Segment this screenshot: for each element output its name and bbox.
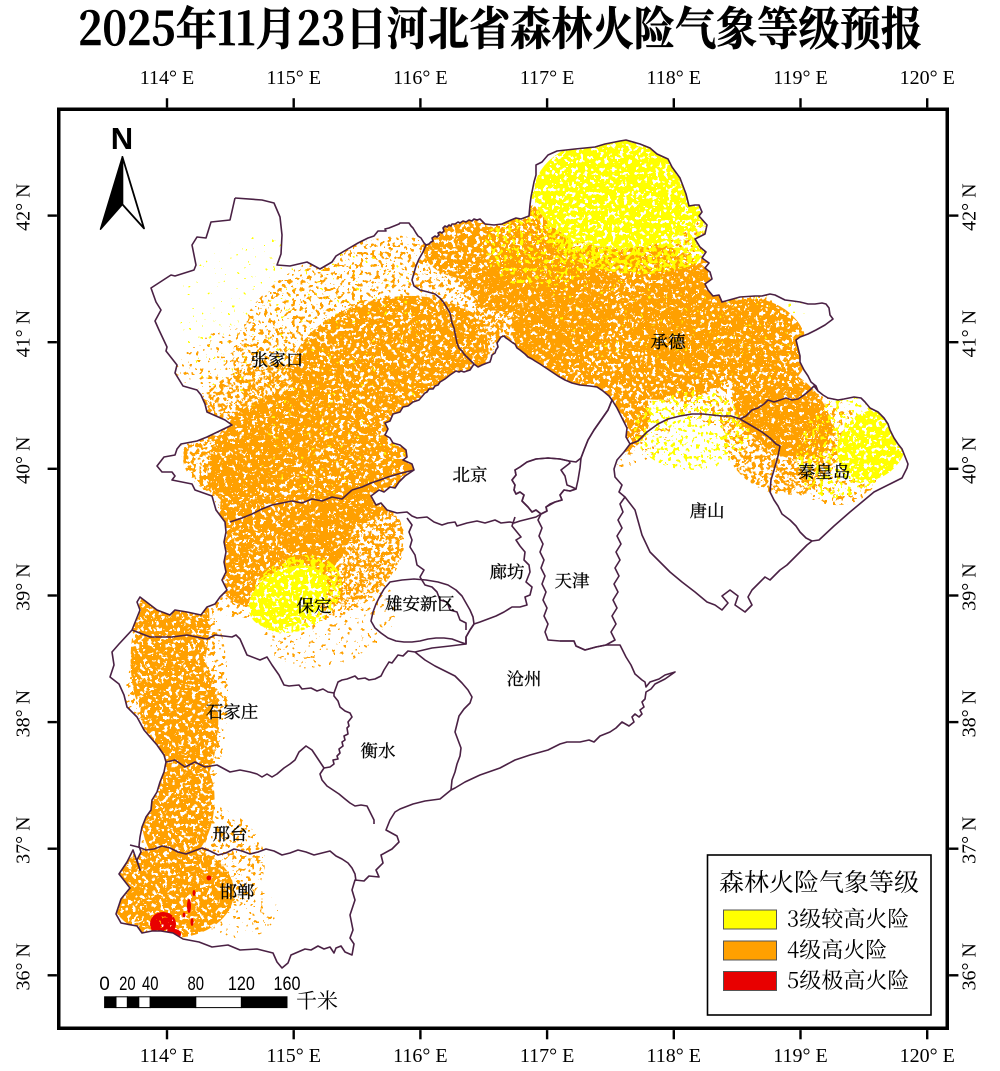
svg-text:N: N [111, 121, 133, 156]
svg-text:36° N: 36° N [959, 943, 981, 990]
svg-text:120° E: 120° E [900, 1045, 955, 1067]
svg-text:40° N: 40° N [959, 437, 981, 484]
svg-text:115° E: 115° E [266, 67, 320, 89]
svg-text:119° E: 119° E [773, 1045, 827, 1067]
svg-text:41° N: 41° N [13, 310, 35, 357]
svg-text:116° E: 116° E [393, 1045, 447, 1067]
svg-text:115° E: 115° E [266, 1045, 320, 1067]
svg-text:114° E: 114° E [140, 67, 194, 89]
svg-text:160: 160 [274, 974, 301, 995]
svg-text:39° N: 39° N [959, 563, 981, 610]
svg-text:38° N: 38° N [13, 690, 35, 737]
svg-text:40: 40 [142, 974, 159, 995]
svg-text:120° E: 120° E [900, 67, 955, 89]
svg-text:42° N: 42° N [13, 183, 35, 230]
svg-text:37° N: 37° N [13, 816, 35, 863]
svg-text:38° N: 38° N [959, 690, 981, 737]
svg-text:80: 80 [188, 974, 205, 995]
svg-text:118° E: 118° E [647, 1045, 701, 1067]
svg-text:41° N: 41° N [959, 310, 981, 357]
svg-text:20: 20 [119, 974, 136, 995]
svg-text:114° E: 114° E [140, 1045, 194, 1067]
svg-text:39° N: 39° N [13, 563, 35, 610]
svg-text:119° E: 119° E [773, 67, 827, 89]
svg-text:118° E: 118° E [647, 67, 701, 89]
svg-text:37° N: 37° N [959, 816, 981, 863]
svg-text:40° N: 40° N [13, 437, 35, 484]
svg-text:117° E: 117° E [520, 1045, 574, 1067]
svg-text:117° E: 117° E [520, 67, 574, 89]
svg-text:42° N: 42° N [959, 183, 981, 230]
svg-text:36° N: 36° N [13, 943, 35, 990]
svg-text:116° E: 116° E [393, 67, 447, 89]
svg-text:0: 0 [99, 974, 110, 995]
svg-text:120: 120 [228, 974, 255, 995]
